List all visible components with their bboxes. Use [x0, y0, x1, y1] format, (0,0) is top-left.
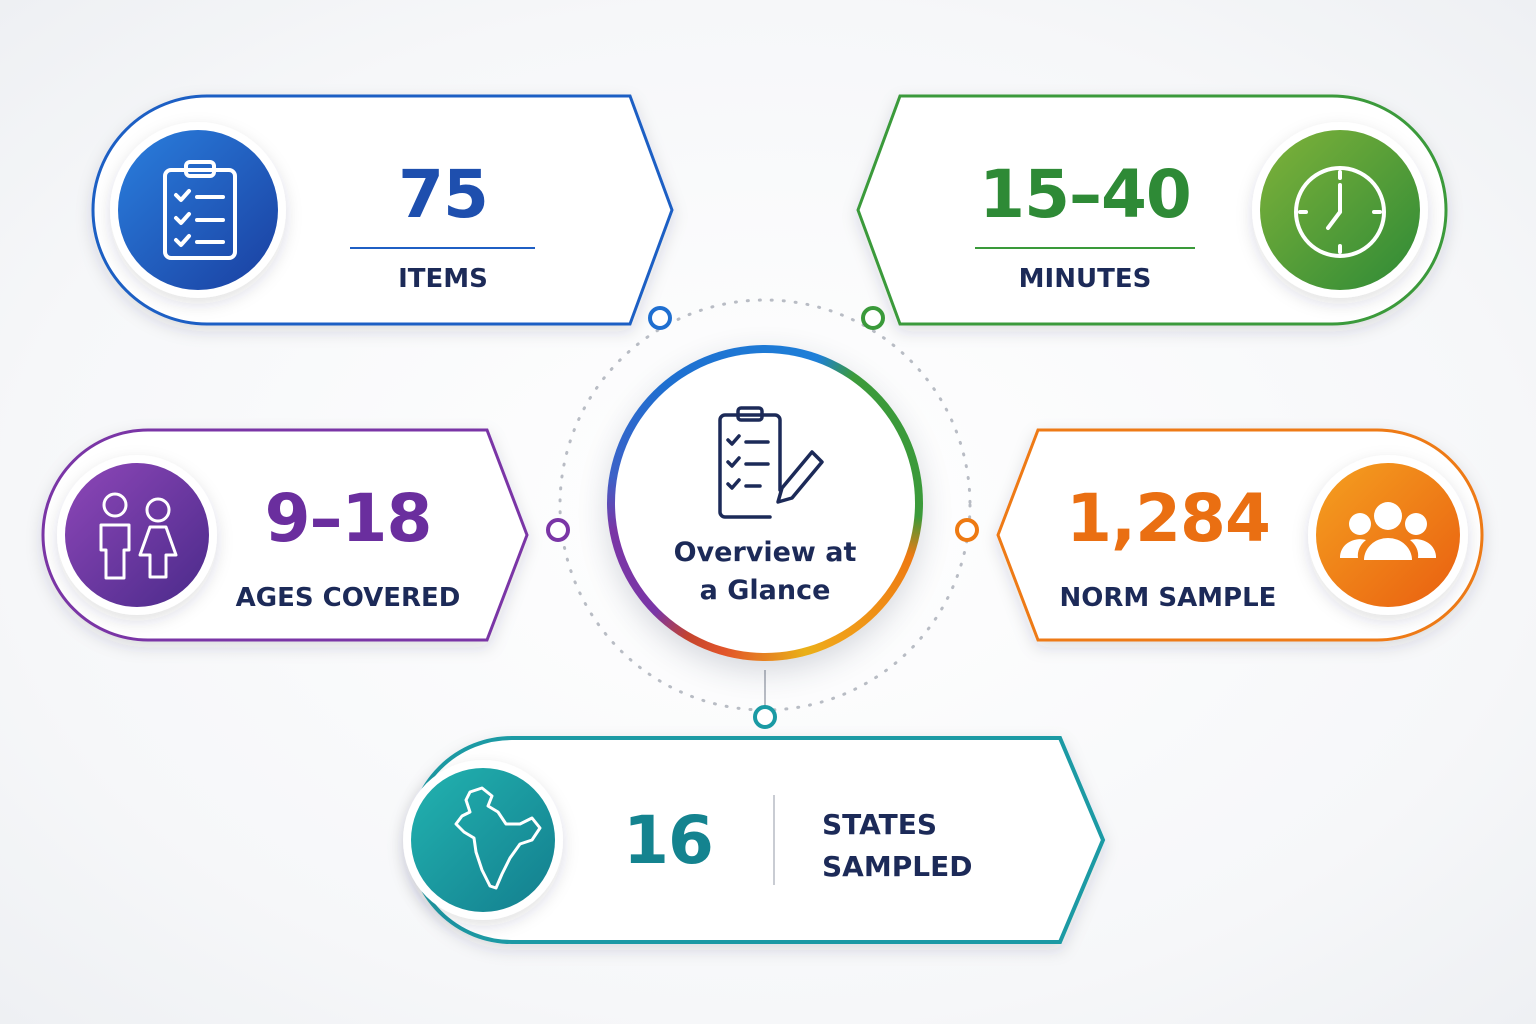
card-value: 9–18 — [264, 480, 433, 557]
card-value: 15–40 — [979, 156, 1192, 233]
connector-dots — [546, 306, 979, 729]
card-label: AGES COVERED — [235, 583, 461, 613]
card-value: 75 — [398, 156, 489, 233]
icons — [57, 122, 1468, 920]
card-label: NORM SAMPLE — [1059, 583, 1277, 613]
card-value: 16 — [623, 802, 714, 879]
card-value: 1,284 — [1066, 480, 1271, 557]
center-ring — [607, 345, 923, 661]
card-label: STATES SAMPLED — [822, 808, 973, 883]
card-label: MINUTES — [1018, 264, 1152, 294]
orbit — [558, 298, 972, 712]
card-label: ITEMS — [398, 264, 488, 294]
center-title: Overview at a Glance — [673, 537, 857, 606]
